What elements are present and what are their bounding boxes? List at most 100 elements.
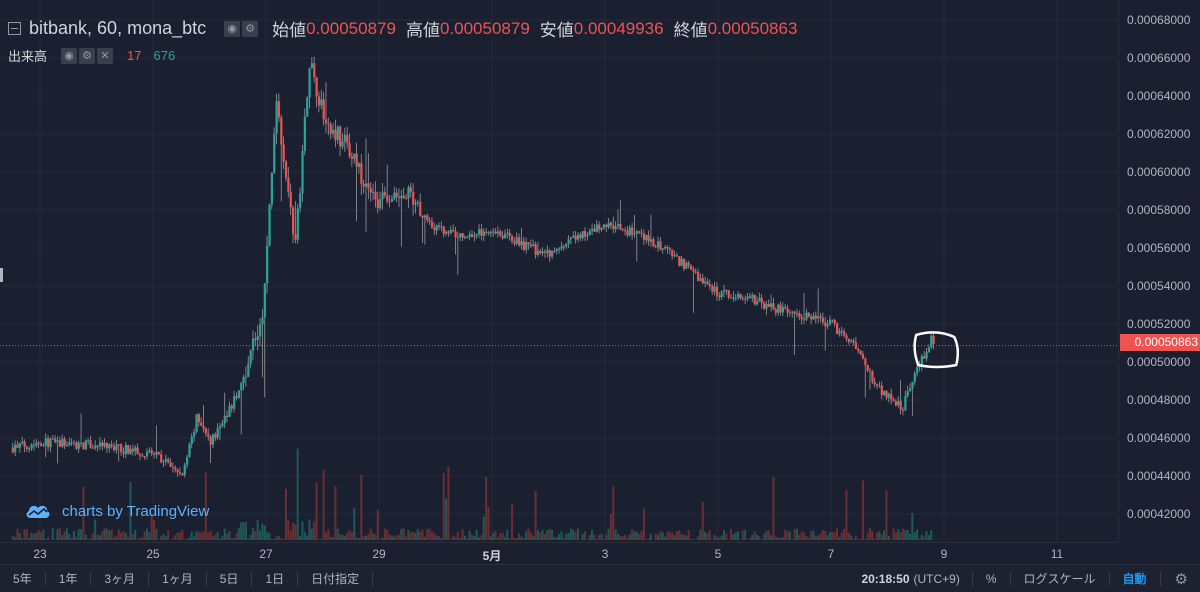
range-button[interactable]: 5年 [0, 572, 46, 586]
candle-body [469, 234, 471, 237]
percent-scale-button[interactable]: % [973, 572, 1011, 586]
range-button[interactable]: 日付指定 [298, 572, 373, 586]
candle-body [240, 383, 242, 390]
volume-bar [697, 536, 699, 540]
candle-body [645, 235, 647, 240]
volume-bar [433, 533, 435, 540]
volume-bar [784, 530, 786, 540]
eye-icon[interactable]: ◉ [224, 21, 240, 37]
candle-body [318, 97, 320, 106]
range-button[interactable]: 1ヶ月 [149, 572, 207, 586]
candle-body [763, 303, 765, 309]
price-chart[interactable] [0, 0, 1118, 542]
candle-body [341, 142, 343, 147]
volume-bar [756, 534, 758, 540]
candle-body [544, 252, 546, 253]
candle-body [744, 299, 746, 300]
volume-bar [893, 528, 895, 540]
candle-body [407, 187, 409, 198]
volume-bar [577, 529, 579, 540]
candle-body [742, 298, 744, 299]
candle-body [438, 225, 440, 226]
volume-bar [377, 510, 379, 540]
candle-body [563, 246, 565, 247]
volume-bars [12, 449, 935, 540]
volume-bar [772, 477, 774, 540]
volume-bar [172, 538, 174, 540]
volume-bar [761, 539, 763, 540]
candle-body [66, 445, 68, 446]
volume-bar [601, 534, 603, 540]
volume-bar [662, 532, 664, 540]
range-button[interactable]: 3ヶ月 [91, 572, 149, 586]
volume-bar [589, 535, 591, 540]
range-button[interactable]: 1年 [46, 572, 92, 586]
candle-body [568, 239, 570, 244]
candle-body [374, 192, 376, 199]
volume-bar [737, 531, 739, 540]
candle-body [779, 305, 781, 313]
range-button[interactable]: 1日 [252, 572, 298, 586]
candle-body [471, 234, 473, 237]
volume-bar [14, 537, 16, 540]
candle-body [254, 339, 256, 340]
candle-body [480, 229, 482, 236]
volume-bar [497, 538, 499, 540]
gear-icon[interactable]: ⚙ [79, 48, 95, 64]
volume-bar [259, 530, 261, 540]
candle-body [714, 287, 716, 292]
candle-body [19, 443, 21, 448]
candle-body [75, 442, 77, 448]
volume-bar [798, 535, 800, 540]
candles [12, 57, 935, 478]
timezone-button[interactable]: (UTC+9) [914, 572, 973, 586]
candle-body [577, 235, 579, 240]
candle-body [139, 454, 141, 455]
candle-body [278, 101, 280, 117]
volume-bar [542, 530, 544, 540]
volume-bar [622, 536, 624, 540]
volume-bar [831, 532, 833, 540]
candle-body [617, 224, 619, 226]
volume-bar [334, 486, 336, 540]
candle-body [179, 472, 181, 473]
volume-bar [429, 528, 431, 540]
candle-body [365, 183, 367, 186]
candle-body [784, 307, 786, 308]
candle-body [141, 455, 143, 456]
range-button[interactable]: 5日 [207, 572, 253, 586]
candle-body [883, 391, 885, 395]
eye-icon[interactable]: ◉ [61, 48, 77, 64]
candle-body [704, 282, 706, 284]
collapse-legend-icon[interactable] [8, 22, 21, 35]
candle-body [85, 440, 87, 449]
candle-body [914, 373, 916, 382]
volume-bar [789, 532, 791, 540]
tradingview-watermark[interactable]: charts by TradingView [24, 502, 209, 520]
candle-body [695, 272, 697, 273]
volume-bar [466, 539, 468, 540]
volume-bar [815, 536, 817, 540]
candle-body [801, 317, 803, 319]
auto-scale-button[interactable]: 自動 [1110, 572, 1161, 586]
volume-bar [549, 529, 551, 540]
gear-icon[interactable]: ⚙ [1161, 570, 1200, 588]
volume-bar [751, 535, 753, 540]
close-icon[interactable]: ✕ [97, 48, 113, 64]
watermark-text: charts by TradingView [62, 503, 209, 520]
gear-icon[interactable]: ⚙ [242, 21, 258, 37]
volume-bar [556, 537, 558, 540]
volume-bar [808, 537, 810, 540]
left-edge-marker [0, 268, 3, 282]
price-tick: 0.00056000 [1127, 241, 1190, 255]
candle-body [537, 251, 539, 255]
candle-body [933, 336, 935, 344]
volume-bar [276, 537, 278, 540]
log-scale-button[interactable]: ログスケール [1011, 572, 1110, 586]
candle-body [188, 444, 190, 457]
volume-bar [252, 528, 254, 540]
candle-body [520, 241, 522, 245]
candle-body [155, 452, 157, 455]
